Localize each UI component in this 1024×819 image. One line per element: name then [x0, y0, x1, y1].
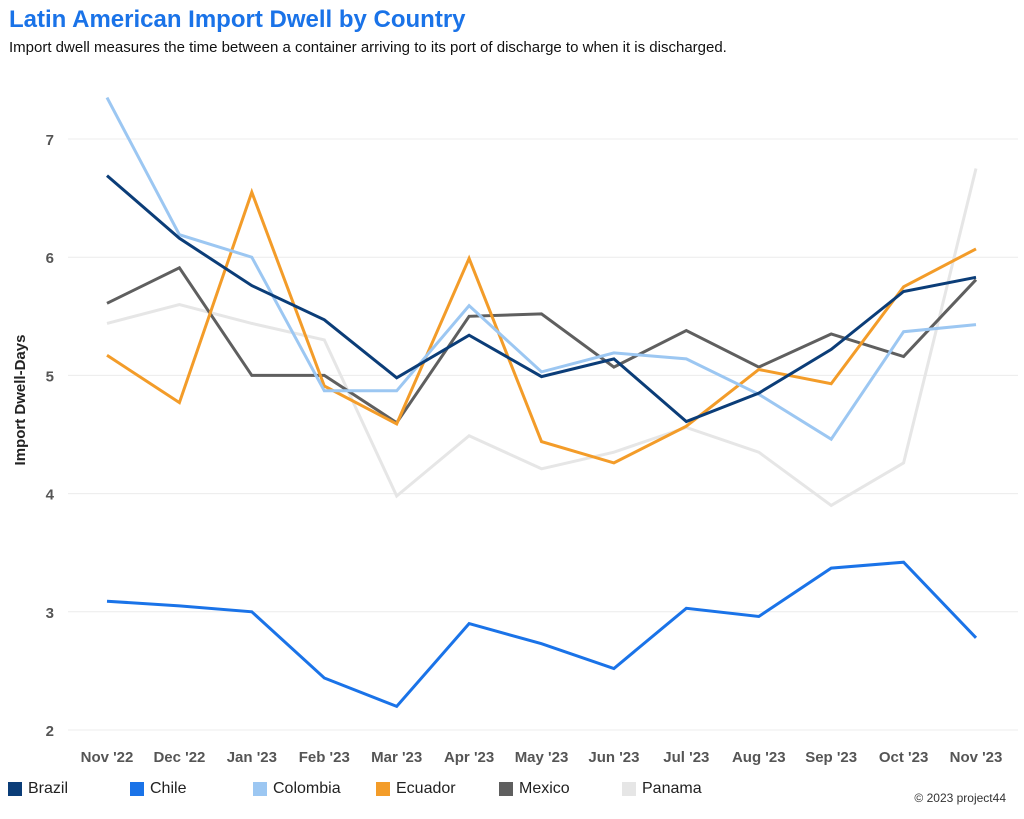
x-tick-label: Aug '23 [732, 749, 786, 766]
series-line-mexico [106, 265, 978, 425]
x-tick-label: Sep '23 [805, 749, 857, 766]
x-tick-label: Oct '23 [879, 749, 928, 766]
y-tick-label: 3 [46, 605, 54, 622]
x-tick-label: Mar '23 [371, 749, 422, 766]
y-tick-label: 6 [46, 250, 54, 267]
legend-item-mexico: Mexico [499, 779, 570, 799]
legend-label: Colombia [273, 780, 341, 797]
chart-subtitle: Import dwell measures the time between a… [9, 39, 727, 56]
y-axis-label: Import Dwell-Days [12, 335, 29, 466]
y-tick-label: 7 [46, 132, 54, 149]
x-tick-label: Jun '23 [588, 749, 639, 766]
legend-item-colombia: Colombia [253, 779, 341, 799]
legend-label: Ecuador [396, 780, 456, 797]
x-tick-label: Dec '22 [153, 749, 205, 766]
legend-swatch [253, 782, 267, 796]
x-tick-label: Feb '23 [299, 749, 350, 766]
series-line-colombia [105, 96, 977, 442]
legend-swatch [8, 782, 22, 796]
legend-item-ecuador: Ecuador [376, 779, 456, 799]
copyright-notice: © 2023 project44 [914, 791, 1006, 805]
series-line-panama [106, 168, 978, 508]
chart-title: Latin American Import Dwell by Country [9, 6, 466, 33]
x-tick-label: May '23 [515, 749, 569, 766]
legend-item-panama: Panama [622, 779, 702, 799]
series-line-ecuador [106, 187, 977, 465]
x-tick-label: Apr '23 [444, 749, 494, 766]
plot-area [68, 78, 1018, 742]
y-tick-label: 2 [46, 723, 54, 740]
x-tick-label: Nov '22 [81, 749, 134, 766]
x-tick-label: Nov '23 [950, 749, 1003, 766]
legend-swatch [499, 782, 513, 796]
legend-label: Brazil [28, 780, 69, 797]
legend-swatch [376, 782, 390, 796]
legend-item-brazil: Brazil [8, 779, 68, 799]
legend-swatch [622, 782, 636, 796]
y-tick-label: 5 [46, 368, 54, 385]
legend-label: Panama [642, 780, 702, 797]
legend-swatch [130, 782, 144, 796]
legend-label: Mexico [519, 780, 570, 797]
legend-item-chile: Chile [130, 779, 186, 799]
x-tick-label: Jan '23 [227, 749, 277, 766]
y-tick-label: 4 [46, 487, 55, 504]
series-line-brazil [106, 174, 977, 424]
series-line-chile [106, 560, 978, 709]
legend-label: Chile [150, 780, 187, 797]
x-tick-label: Jul '23 [663, 749, 709, 766]
